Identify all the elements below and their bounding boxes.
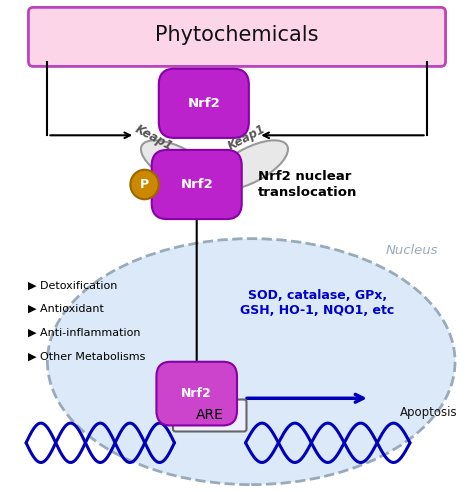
- Text: Nucleus: Nucleus: [386, 245, 438, 257]
- FancyBboxPatch shape: [159, 69, 249, 138]
- Text: Keap1: Keap1: [225, 123, 268, 153]
- Ellipse shape: [47, 239, 455, 485]
- Text: ▶ Other Metabolisms: ▶ Other Metabolisms: [28, 351, 146, 361]
- Text: SOD, catalase, GPx,
GSH, HO-1, NQO1, etc: SOD, catalase, GPx, GSH, HO-1, NQO1, etc: [240, 289, 395, 316]
- Text: Nrf2: Nrf2: [187, 97, 220, 110]
- Text: ARE: ARE: [196, 408, 224, 423]
- Text: Keap1: Keap1: [133, 123, 175, 153]
- Text: ▶ Detoxification: ▶ Detoxification: [28, 280, 118, 290]
- Ellipse shape: [141, 140, 216, 190]
- FancyBboxPatch shape: [28, 7, 446, 66]
- FancyBboxPatch shape: [152, 150, 242, 219]
- Text: Nrf2: Nrf2: [182, 387, 212, 400]
- FancyBboxPatch shape: [156, 362, 237, 426]
- Text: Nrf2: Nrf2: [180, 178, 213, 191]
- FancyBboxPatch shape: [173, 400, 246, 431]
- Text: Phytochemicals: Phytochemicals: [155, 26, 319, 45]
- Text: Apoptosis: Apoptosis: [400, 406, 458, 419]
- Circle shape: [130, 170, 159, 199]
- Text: ▶ Anti-inflammation: ▶ Anti-inflammation: [28, 328, 141, 338]
- Ellipse shape: [212, 140, 288, 190]
- Text: Nrf2 nuclear
translocation: Nrf2 nuclear translocation: [258, 171, 358, 198]
- Text: ▶ Antioxidant: ▶ Antioxidant: [28, 304, 104, 314]
- Text: P: P: [140, 178, 149, 191]
